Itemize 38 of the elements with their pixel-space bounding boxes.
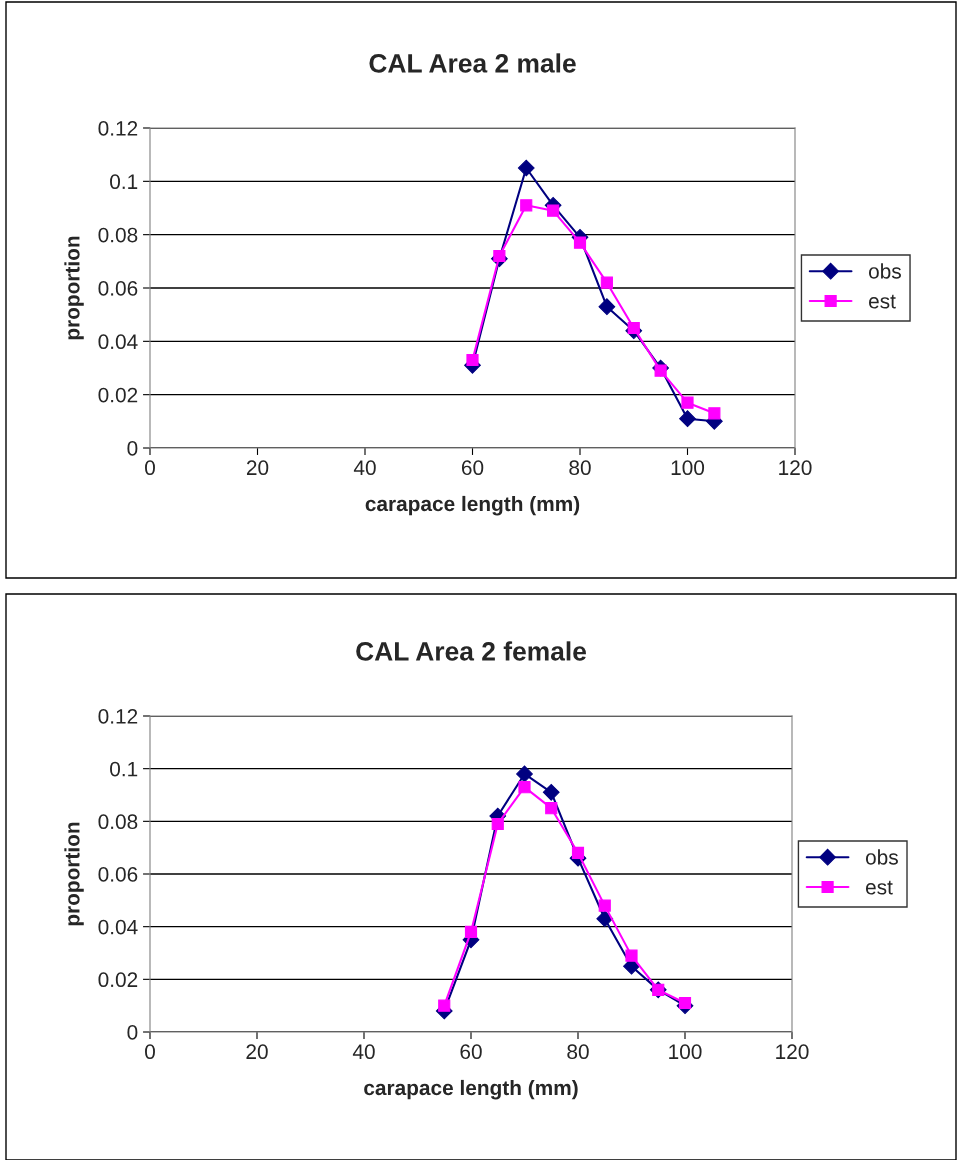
y-tick-label: 0.04 [98,919,138,935]
y-tick-label: 0.04 [98,334,138,350]
x-tick-label: 120 [776,1044,809,1060]
chart-title: CAL Area 2 male [369,53,576,73]
x-tick-label: 80 [569,460,591,476]
x-tick-label: 40 [352,1044,375,1060]
x-tick-label: 0 [145,460,155,476]
y-tick-label: 0.02 [98,387,138,403]
x-tick-label: 100 [671,460,705,476]
legend-label: est [869,294,896,309]
y-axis-title: proportion [64,236,84,340]
y-tick-label: 0.06 [98,867,138,882]
y-tick-label: 0.08 [98,814,138,830]
y-tick-label: 0 [127,1025,138,1040]
x-tick-label: 0 [145,1044,155,1060]
legend-label: est [865,880,893,895]
x-axis-title: carapace length (mm) [365,495,580,516]
y-tick-label: 0.1 [110,761,138,777]
y-tick-label: 0.12 [98,709,138,724]
y-tick-label: 0 [127,441,138,456]
y-axis-title: proportion [64,822,84,926]
x-axis-title: carapace length (mm) [364,1079,578,1100]
x-tick-label: 20 [246,460,269,476]
y-tick-label: 0.06 [98,281,138,296]
y-tick-label: 0.12 [98,121,138,136]
y-tick-label: 0.1 [110,174,138,190]
y-tick-label: 0.02 [98,972,138,988]
y-tick-label: 0.08 [98,227,138,243]
chart-title: CAL Area 2 female [356,641,586,661]
x-tick-label: 20 [246,1044,268,1060]
x-tick-label: 100 [669,1044,702,1060]
x-tick-label: 40 [353,460,376,476]
x-tick-label: 120 [779,460,812,476]
legend-label: obs [868,263,901,279]
x-tick-label: 80 [567,1044,589,1060]
legend-label: obs [865,849,898,865]
x-tick-label: 60 [461,460,484,476]
x-tick-label: 60 [460,1044,482,1060]
